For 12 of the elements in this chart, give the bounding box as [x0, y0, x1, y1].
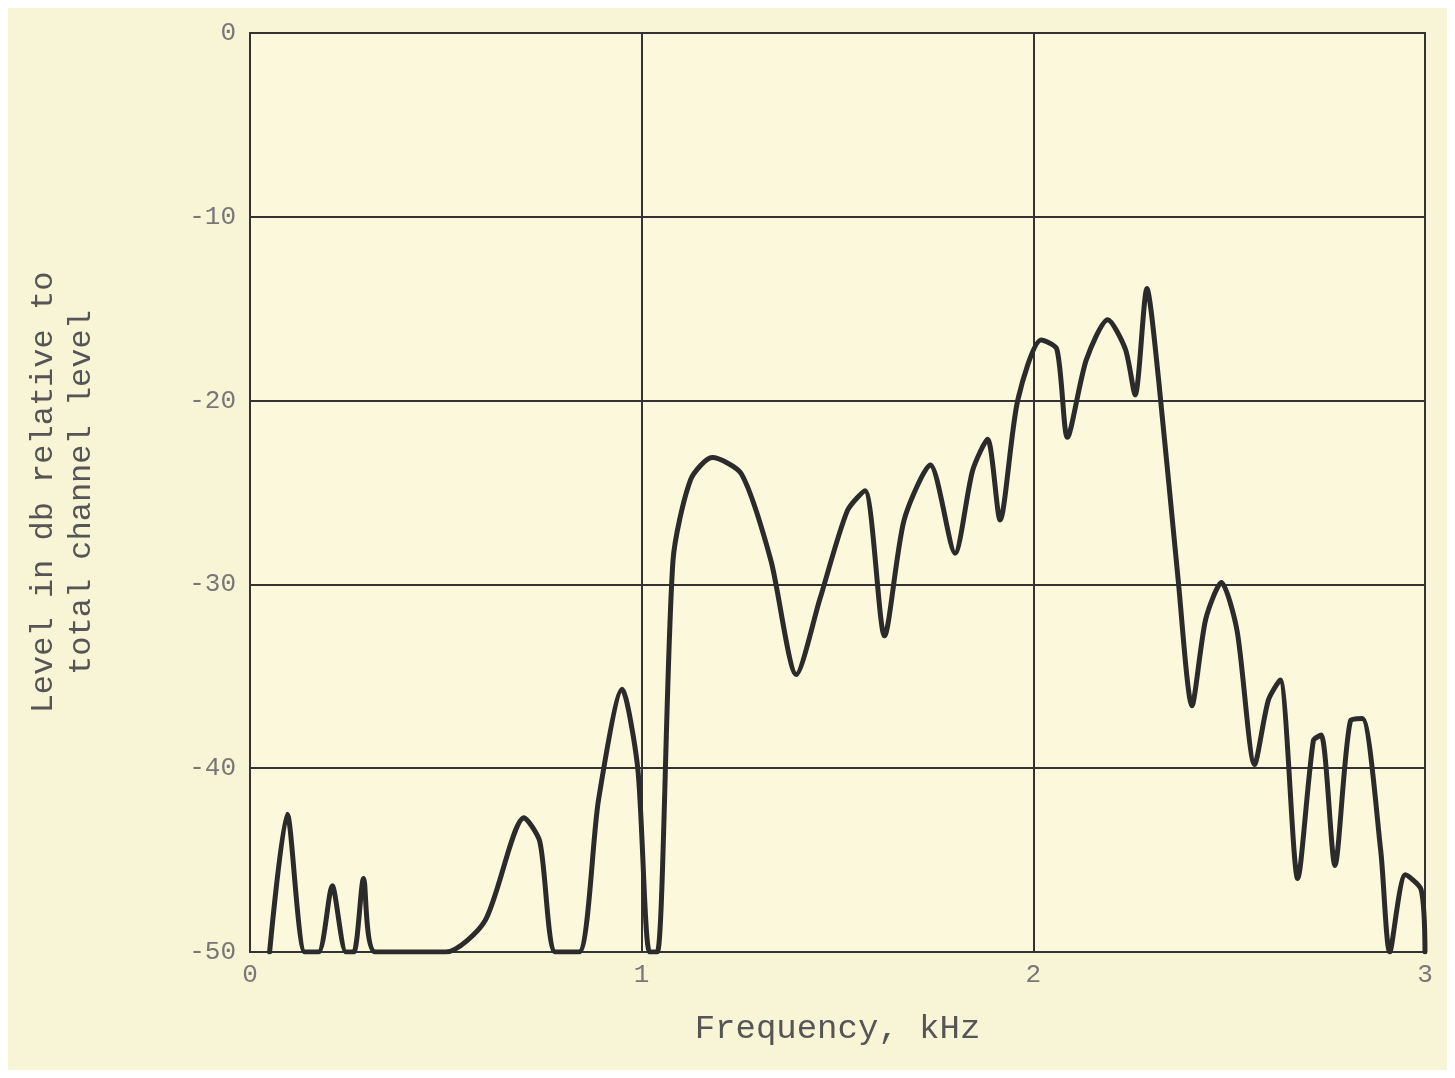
- y-tick-label: 0: [220, 18, 236, 48]
- y-tick-label: -40: [189, 753, 236, 784]
- x-tick-label: 3: [1417, 960, 1433, 990]
- x-tick-label: 1: [633, 960, 650, 990]
- x-tick-label: 0: [242, 960, 258, 990]
- y-tick-label: -10: [189, 201, 236, 232]
- y-axis-title: Level in db relative to total channel level: [24, 271, 100, 714]
- x-axis-title: Frequency, kHz: [694, 1010, 981, 1048]
- x-tick-label: 2: [1025, 960, 1042, 990]
- y-tick-label: -30: [189, 569, 236, 600]
- y-tick-label: -50: [189, 937, 236, 967]
- y-tick-label: -20: [189, 385, 236, 416]
